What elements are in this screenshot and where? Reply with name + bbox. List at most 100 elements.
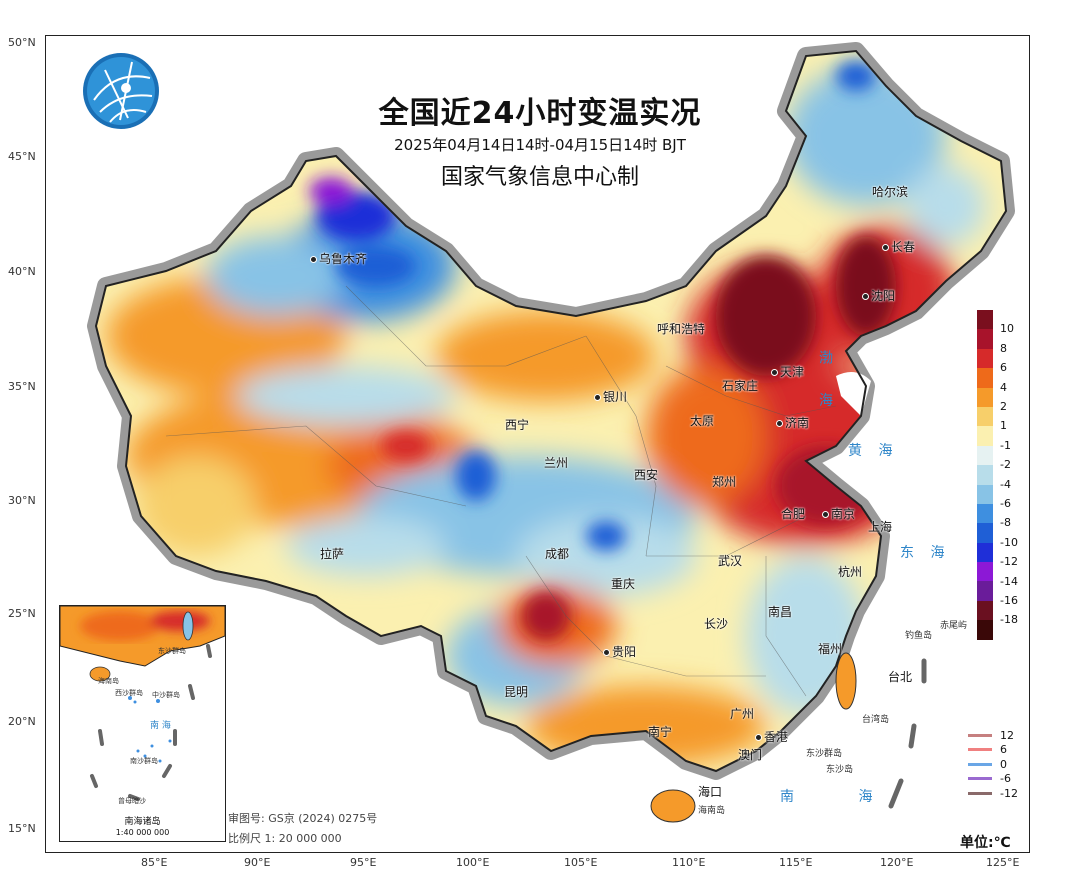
city-macau: 澳门 — [738, 748, 763, 762]
inset-scale: 1:40 000 000 — [115, 828, 170, 837]
lat-label-25: 25°N — [8, 607, 36, 620]
colorbar-segment — [977, 620, 993, 640]
city-hefei: 合肥 — [781, 507, 806, 521]
city-guiyang: 贵阳 — [603, 643, 636, 660]
colorbar-segment — [977, 484, 993, 504]
city-haikou: 海口 — [698, 785, 723, 799]
colorbar-label: 10 — [1000, 322, 1014, 336]
city-nanning: 南宁 — [648, 725, 673, 739]
label-dongsha: 东沙群岛 — [806, 749, 843, 759]
colorbar-segment — [977, 542, 993, 563]
colorbar-label: 6 — [1000, 361, 1007, 375]
nine-dash-line — [888, 658, 927, 809]
city-hongkong: 香港 — [755, 728, 788, 745]
colorbar-segment — [977, 329, 993, 349]
line-legend-row: -12 — [968, 786, 1018, 801]
city-lanzhou: 兰州 — [544, 456, 569, 470]
colorbar-label: -6 — [1000, 497, 1011, 510]
sea-bohai: 渤 海 — [817, 350, 833, 419]
title-block: 全国近24小时变温实况 2025年04月14日14时-04月15日14时 BJT… — [300, 88, 780, 191]
inset-label-south-sea: 南 海 — [150, 721, 171, 731]
city-yinchuan: 银川 — [594, 388, 627, 405]
colorbar-segment — [977, 562, 993, 582]
city-kunming: 昆明 — [504, 685, 529, 699]
map-frame — [45, 35, 1030, 853]
colorbar-label: -4 — [1000, 477, 1011, 491]
colorbar-segment — [977, 581, 993, 601]
city-shenyang: 沈阳 — [862, 287, 895, 304]
line-legend-row: -6 — [968, 772, 1018, 787]
label-hainan: 海南岛 — [698, 806, 726, 816]
map-subtitle: 2025年04月14日14时-04月15日14时 BJT — [394, 136, 686, 154]
lat-label-20: 20°N — [8, 715, 36, 728]
city-xining: 西宁 — [505, 418, 530, 432]
line-legend-row: 12 — [968, 728, 1018, 743]
line-legend-row: 0 — [968, 757, 1018, 772]
sea-east: 东 海 — [900, 545, 951, 561]
lon-label-120: 120°E — [880, 856, 914, 869]
city-hohhot: 呼和浩特 — [657, 322, 706, 336]
lon-label-110: 110°E — [672, 856, 706, 869]
city-tianjin: 天津 — [771, 363, 804, 380]
city-changchun: 长春 — [882, 238, 915, 255]
colorbar-segment — [977, 523, 993, 543]
lon-label-95: 95°E — [350, 856, 377, 869]
lat-label-15: 15°N — [8, 822, 36, 835]
city-chongqing: 重庆 — [611, 577, 636, 591]
inset-label-dongsha: 东沙群岛 — [158, 647, 186, 655]
line-legend-row: 6 — [968, 743, 1018, 758]
colorbar-label: 2 — [1000, 400, 1007, 413]
colorbar-segment — [977, 600, 993, 621]
inset-label-zhongsha: 中沙群岛 — [152, 691, 180, 699]
lat-label-45: 45°N — [8, 150, 36, 163]
inset-label-zengmu: 曾母暗沙 — [118, 797, 146, 805]
inset-map — [60, 606, 225, 801]
colorbar-segment — [977, 406, 993, 427]
colorbar-segment — [977, 387, 993, 407]
city-changsha: 长沙 — [704, 617, 729, 631]
south-china-sea-inset: 海南岛 东沙群岛 西沙群岛 中沙群岛 南 海 南沙群岛 曾母暗沙 南海诸岛 1:… — [59, 605, 226, 842]
sea-yellow: 黄 海 — [848, 443, 899, 459]
colorbar-segment — [977, 368, 993, 388]
issuer-label: 国家气象信息中心制 — [440, 165, 639, 190]
line-legend-swatch — [968, 791, 992, 795]
colorbar-segment — [977, 465, 993, 485]
city-shanghai: 上海 — [868, 520, 893, 534]
colorbar-label: -1 — [1000, 438, 1011, 452]
label-chiwei: 赤尾屿 — [940, 621, 968, 631]
city-xian: 西安 — [634, 468, 659, 482]
colorbar-label: -12 — [1000, 555, 1018, 569]
colorbar-label: -10 — [1000, 535, 1018, 549]
city-shijiazhuang: 石家庄 — [722, 379, 759, 393]
city-nanjing: 南京 — [822, 505, 855, 522]
lon-label-100: 100°E — [456, 856, 490, 869]
sea-south: 南 海 — [780, 789, 903, 805]
colorbar-segment — [977, 310, 993, 330]
lon-label-125: 125°E — [986, 856, 1020, 869]
lon-label-105: 105°E — [564, 856, 598, 869]
colorbar-label: -2 — [1000, 458, 1011, 472]
map-scale: 比例尺 1: 20 000 000 — [228, 832, 342, 845]
map-title: 全国近24小时变温实况 — [378, 96, 702, 131]
lon-label-115: 115°E — [779, 856, 813, 869]
unit-label: 单位:℃ — [960, 835, 1011, 851]
colorbar-label: 4 — [1000, 380, 1007, 394]
line-legend-swatch — [968, 762, 992, 766]
city-urumqi: 乌鲁木齐 — [310, 250, 367, 267]
line-legend-swatch — [968, 733, 992, 737]
colorbar-segment — [977, 426, 993, 446]
city-chengdu: 成都 — [545, 547, 570, 561]
colorbar-segment — [977, 445, 993, 466]
label-dongsha-dao: 东沙岛 — [826, 765, 854, 775]
colorbar-label: -18 — [1000, 613, 1018, 627]
map-review-number: 审图号: GS京 (2024) 0275号 — [228, 812, 378, 825]
hainan-island — [650, 789, 696, 823]
cma-logo — [83, 53, 159, 129]
lat-label-50: 50°N — [8, 36, 36, 49]
inset-label-xisha: 西沙群岛 — [115, 689, 143, 697]
inset-label-nansha: 南沙群岛 — [130, 757, 158, 765]
colorbar-label: -8 — [1000, 516, 1011, 530]
city-taiyuan: 太原 — [690, 414, 715, 428]
label-taiwan: 台湾岛 — [862, 715, 890, 725]
temperature-colorbar — [977, 310, 993, 640]
